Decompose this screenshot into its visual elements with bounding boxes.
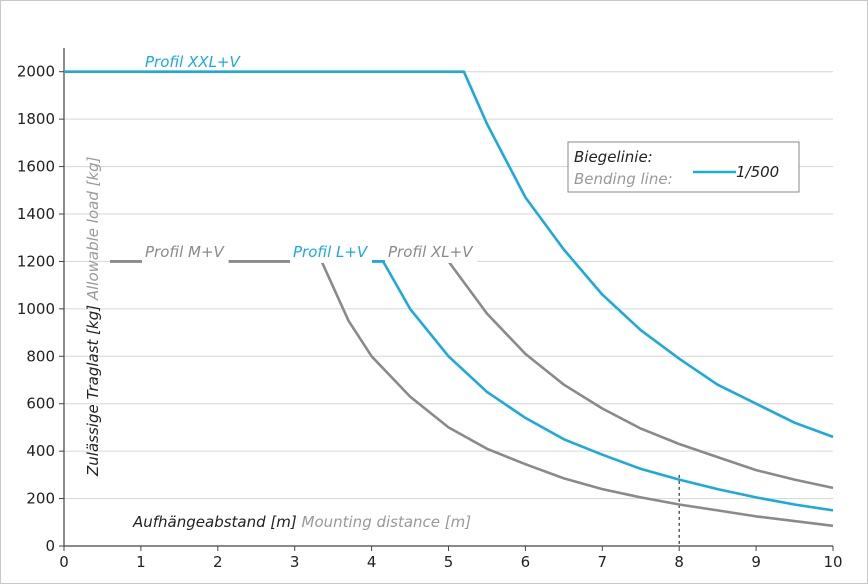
series-line-3: [110, 260, 834, 528]
x-tick-label-2: 2: [213, 553, 223, 571]
x-axis-label: Aufhängeabstand [m] Mounting distance [m…: [132, 513, 471, 531]
legend-box: Biegelinie: Bending line: 1/500: [567, 141, 800, 193]
series-line-0: [64, 70, 834, 439]
x-axis-label-secondary: Mounting distance [m]: [302, 513, 472, 531]
series-label-background-1: [385, 247, 478, 263]
series-label-2: Profil L+V: [293, 243, 369, 261]
y-tick-label-400: 400: [26, 442, 55, 460]
y-tick-label-0: 0: [45, 537, 55, 555]
series-line-2: [329, 260, 834, 512]
legend-border: [567, 141, 800, 193]
grid-lines: [64, 71, 833, 500]
y-axis-label: Zulässige Traglast [kg] Allowable load […: [84, 156, 102, 477]
x-axis-label-primary: Aufhängeabstand [m]: [132, 513, 297, 531]
y-tick-label-800: 800: [26, 347, 55, 365]
series-label-background-2: [290, 247, 372, 263]
y-tick-label-2000: 2000: [17, 63, 55, 81]
x-tick-label-1: 1: [136, 553, 146, 571]
y-tick-labels: 0 200 400 600 800 1000 1200 1400 1600 1800 2000: [17, 63, 55, 555]
y-tick-label-1200: 1200: [17, 252, 55, 270]
series-label-3: Profil M+V: [145, 243, 226, 261]
x-tick-label-3: 3: [290, 553, 300, 571]
y-tick-label-600: 600: [26, 395, 55, 413]
x-tick-label-5: 5: [444, 553, 454, 571]
y-axis-label-secondary: Allowable load [kg]: [84, 156, 102, 301]
x-tick-label-10: 10: [823, 553, 842, 571]
series-lines: [64, 70, 834, 528]
series-label-background-3: [142, 247, 229, 263]
y-tick-label-1800: 1800: [17, 110, 55, 128]
y-tick-label-200: 200: [26, 490, 55, 508]
x-axis-label-background: [128, 512, 476, 532]
series-line-1: [110, 260, 834, 490]
x-tick-label-6: 6: [521, 553, 531, 571]
x-tick-label-4: 4: [367, 553, 377, 571]
legend-title-secondary: Bending line:: [574, 170, 673, 188]
legend-title-primary: Biegelinie:: [574, 148, 653, 166]
x-tick-labels: 0 1 2 3 4 5 6 7 8 9 10: [59, 553, 842, 571]
y-tick-label-1600: 1600: [17, 158, 55, 176]
x-tick-label-0: 0: [59, 553, 69, 571]
y-tick-label-1400: 1400: [17, 205, 55, 223]
x-tick-label-7: 7: [598, 553, 608, 571]
y-tick-label-1000: 1000: [17, 300, 55, 318]
x-tick-label-9: 9: [751, 553, 761, 571]
x-tick-label-8: 8: [674, 553, 684, 571]
y-axis-label-primary: Zulässige Traglast [kg]: [84, 305, 102, 477]
series-label-0: Profil XXL+V: [145, 53, 241, 71]
series-labels: Profil XXL+V Profil XL+V Profil L+V Profil …: [142, 53, 478, 263]
legend-entry-label: 1/500: [736, 163, 779, 181]
series-label-1: Profil XL+V: [388, 243, 474, 261]
axes: [59, 48, 834, 551]
